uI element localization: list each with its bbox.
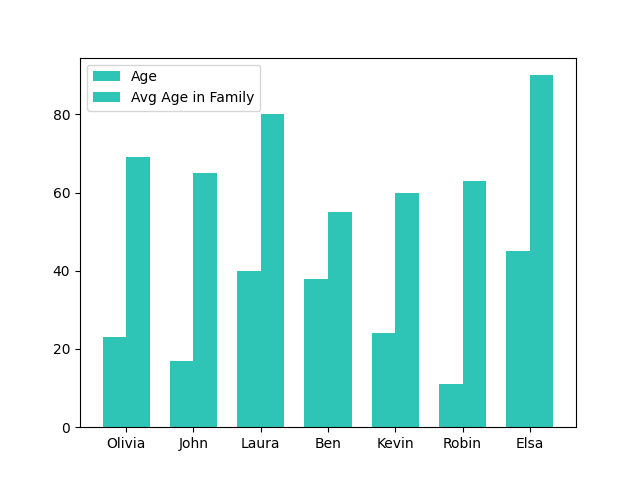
Bar: [305, 278, 328, 427]
Bar: [439, 384, 463, 427]
Bar: [328, 212, 351, 427]
Bar: [102, 337, 126, 427]
Bar: [463, 181, 486, 427]
Bar: [237, 271, 260, 427]
Bar: [170, 360, 193, 427]
Bar: [530, 75, 554, 427]
Bar: [193, 173, 217, 427]
Bar: [260, 114, 284, 427]
Legend: Age, Avg Age in Family: Age, Avg Age in Family: [87, 64, 260, 110]
Bar: [372, 333, 396, 427]
Bar: [396, 192, 419, 427]
Bar: [506, 251, 530, 427]
Bar: [126, 157, 150, 427]
